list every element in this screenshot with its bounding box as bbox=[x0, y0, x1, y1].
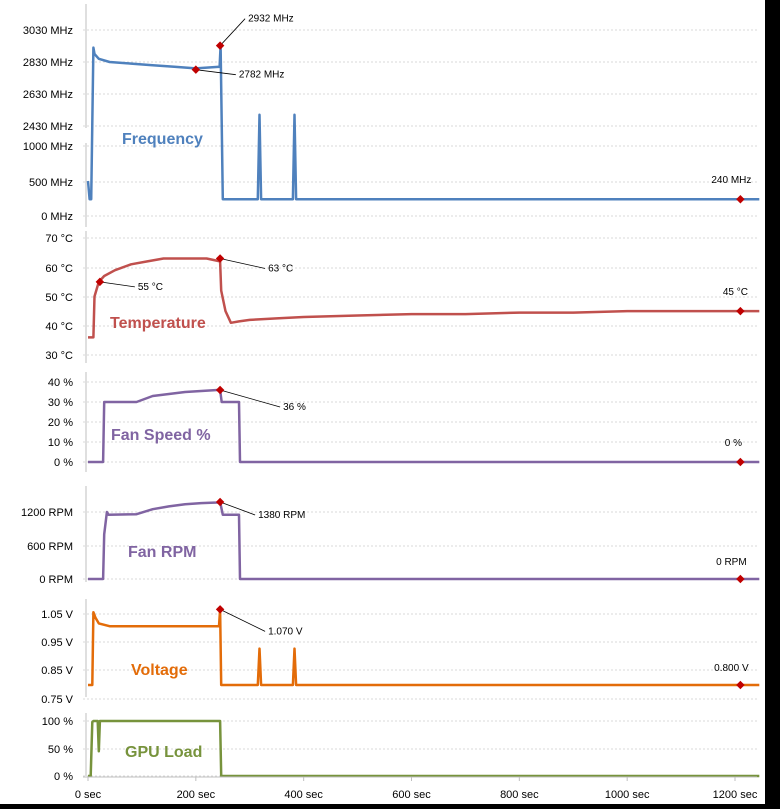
panel-1-annotation-leader bbox=[99, 281, 135, 288]
panel-2-annotation-label: 0 % bbox=[725, 438, 742, 449]
panel-4-tick-label: 0.75 V bbox=[41, 694, 73, 706]
panel-3-plot-area bbox=[83, 486, 757, 584]
panel-2-annotation-marker bbox=[215, 385, 225, 395]
panel-3-annotation-leader bbox=[219, 501, 256, 516]
panel-4-series-line bbox=[88, 608, 760, 687]
panel-3-annotation-label: 0 RPM bbox=[716, 557, 747, 568]
panel-0-plot-area bbox=[83, 4, 757, 229]
panel-1-annotation-marker bbox=[736, 306, 745, 316]
panel-0-annotation-marker bbox=[191, 65, 201, 74]
x-axis-tick-label: 600 sec bbox=[392, 789, 431, 801]
panel-3-tick-label: 1200 RPM bbox=[21, 507, 73, 519]
panel-1-annotation-label: 55 °C bbox=[138, 282, 163, 293]
x-axis-tick-label: 200 sec bbox=[177, 789, 216, 801]
x-axis-tick-label: 1200 sec bbox=[713, 789, 758, 801]
x-axis-tick-label: 400 sec bbox=[284, 789, 323, 801]
panel-0-tick-label: 0 MHz bbox=[41, 211, 73, 223]
panel-0-tick-label: 500 MHz bbox=[29, 177, 73, 189]
panel-5-plot-area bbox=[83, 713, 757, 778]
panel-0-annotation-label: 2782 MHz bbox=[239, 70, 285, 81]
x-axis-tick-label: 1000 sec bbox=[605, 789, 650, 801]
panel-0-tick-label: 1000 MHz bbox=[23, 141, 73, 153]
panel-4-annotation-label: 0.800 V bbox=[714, 663, 749, 674]
panel-0-annotation-marker bbox=[215, 41, 225, 50]
panel-1-tick-label: 50 °C bbox=[45, 292, 73, 304]
panel-4-title: Voltage bbox=[131, 662, 188, 679]
panel-2-tick-label: 0 % bbox=[54, 457, 73, 469]
panel-5-series-line bbox=[88, 719, 760, 778]
panel-0-title: Frequency bbox=[122, 131, 203, 148]
panel-1-annotation-label: 63 °C bbox=[268, 263, 293, 274]
panel-5-tick-label: 0 % bbox=[54, 771, 73, 783]
panel-2-annotation-leader bbox=[219, 389, 281, 408]
panel-3-tick-label: 600 RPM bbox=[27, 541, 73, 553]
panel-1-annotation-marker bbox=[95, 277, 105, 287]
panel-2-tick-label: 10 % bbox=[48, 437, 73, 449]
panel-4-annotation-label: 1.070 V bbox=[268, 626, 303, 637]
panel-1-annotation-label: 45 °C bbox=[723, 287, 748, 298]
panel-0-series-line bbox=[86, 44, 760, 201]
panel-0-annotation-label: 2932 MHz bbox=[248, 14, 294, 25]
panel-1-annotation-marker bbox=[215, 254, 225, 263]
panel-0-tick-label: 2630 MHz bbox=[23, 89, 73, 101]
panel-4-tick-label: 0.85 V bbox=[41, 665, 73, 677]
panel-0-annotation-leader bbox=[195, 69, 236, 76]
panel-3-title: Fan RPM bbox=[128, 544, 196, 561]
x-axis-tick-label: 0 sec bbox=[75, 789, 102, 801]
panel-2-title: Fan Speed % bbox=[111, 427, 211, 444]
panel-0-axis-break bbox=[75, 128, 105, 143]
panel-1-plot-area bbox=[83, 231, 757, 365]
panel-0-tick-label: 2830 MHz bbox=[23, 57, 73, 69]
panel-1-tick-label: 40 °C bbox=[45, 321, 73, 333]
panel-2-tick-label: 20 % bbox=[48, 417, 73, 429]
panel-4-tick-label: 0.95 V bbox=[41, 637, 73, 649]
panel-3-annotation-marker bbox=[215, 497, 225, 507]
panel-5-title: GPU Load bbox=[125, 744, 202, 761]
panel-2-annotation-marker bbox=[736, 457, 745, 467]
panel-5-tick-label: 100 % bbox=[42, 716, 73, 728]
panel-2-annotation-label: 36 % bbox=[283, 402, 306, 413]
panel-3-series-line bbox=[88, 500, 760, 581]
panel-2-tick-label: 40 % bbox=[48, 377, 73, 389]
panel-0-tick-label: 2430 MHz bbox=[23, 121, 73, 133]
panel-1-tick-label: 60 °C bbox=[45, 263, 73, 275]
panel-2-series-line bbox=[88, 388, 760, 464]
panel-3-annotation-marker bbox=[736, 574, 745, 584]
panel-0-annotation-label: 240 MHz bbox=[711, 175, 751, 186]
panel-1-tick-label: 70 °C bbox=[45, 233, 73, 245]
panel-4-tick-label: 1.05 V bbox=[41, 609, 73, 621]
panel-4-plot-area bbox=[83, 599, 757, 699]
panel-3-tick-label: 0 RPM bbox=[39, 574, 73, 586]
panel-1-annotation-leader bbox=[220, 258, 266, 269]
panel-1-series-line bbox=[88, 257, 760, 339]
panel-5-tick-label: 50 % bbox=[48, 744, 73, 756]
x-axis-tick-label: 800 sec bbox=[500, 789, 539, 801]
panel-1-title: Temperature bbox=[110, 315, 206, 332]
panel-3-annotation-label: 1380 RPM bbox=[258, 510, 305, 521]
panel-1-tick-label: 30 °C bbox=[45, 350, 73, 362]
panel-2-plot-area bbox=[83, 372, 757, 474]
panel-0-annotation-leader bbox=[219, 18, 246, 46]
panel-0-tick-label: 3030 MHz bbox=[23, 25, 73, 37]
panel-4-annotation-marker bbox=[736, 680, 745, 690]
panel-2-tick-label: 30 % bbox=[48, 397, 73, 409]
panel-4-annotation-leader bbox=[219, 609, 266, 632]
